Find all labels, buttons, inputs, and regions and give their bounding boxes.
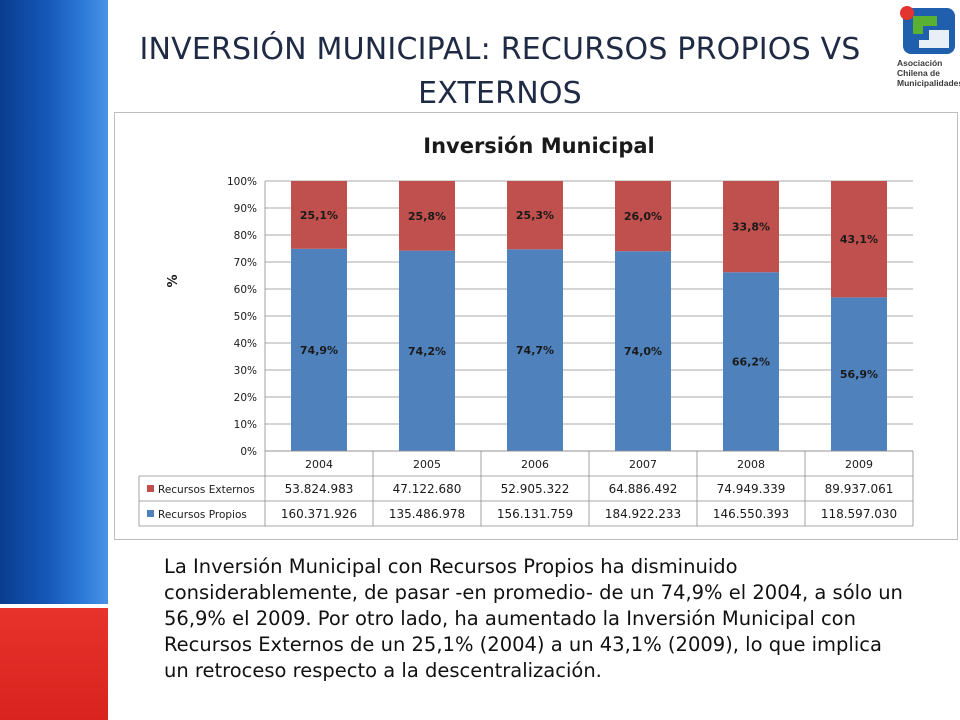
chart-container: Inversión Municipal% 0% 10% 20% 30% 40% 50% 60%… (114, 112, 958, 540)
y-axis-label: % (166, 274, 181, 287)
logo-line-2: Chilena de (897, 68, 940, 78)
logo-text: Asociación Chilena de Municipalidades (897, 58, 960, 88)
data-label-externos: 25,3% (516, 209, 554, 222)
bar-recursos-propios (399, 250, 455, 451)
x-category-label: 2007 (629, 458, 657, 471)
data-label-externos: 43,1% (840, 233, 878, 246)
table-cell-value: 89.937.061 (825, 482, 894, 496)
y-tick-label: 70% (234, 257, 257, 269)
data-label-externos: 33,8% (732, 221, 770, 234)
side-divider (108, 0, 112, 720)
legend-key-externos (147, 485, 154, 492)
bar-recursos-propios (615, 251, 671, 451)
table-cell-value: 184.922.233 (605, 507, 681, 521)
y-tick-label: 80% (234, 230, 257, 242)
y-tick-label: 100% (227, 176, 257, 188)
y-tick-label: 20% (234, 392, 257, 404)
logo-red-dot (900, 6, 914, 20)
table-cell-value: 47.122.680 (393, 482, 462, 496)
table-cell-value: 52.905.322 (501, 482, 570, 496)
logo-green-shape (913, 16, 937, 34)
x-category-label: 2008 (737, 458, 765, 471)
data-label-propios: 74,0% (624, 345, 662, 358)
stacked-bar-chart: Inversión Municipal% 0% 10% 20% 30% 40% 50% 60%… (138, 134, 914, 527)
y-tick-label: 90% (234, 203, 257, 215)
data-label-externos: 25,1% (300, 209, 338, 222)
body-paragraph: La Inversión Municipal con Recursos Prop… (164, 555, 903, 682)
bar-recursos-externos (831, 181, 887, 298)
bar-recursos-propios (723, 272, 779, 451)
legend-label: Recursos Externos (158, 484, 255, 496)
bar-recursos-externos (615, 181, 671, 252)
bar-recursos-externos (399, 181, 455, 251)
table-cell-value: 135.486.978 (389, 507, 465, 521)
y-tick-label: 10% (234, 419, 257, 431)
data-label-propios: 74,2% (408, 345, 446, 358)
bar-recursos-externos (507, 181, 563, 250)
y-tick-label: 0% (240, 446, 257, 458)
bar-recursos-externos (723, 181, 779, 273)
table-cell-value: 146.550.393 (713, 507, 789, 521)
data-label-externos: 25,8% (408, 210, 446, 223)
data-label-propios: 66,2% (732, 356, 770, 369)
y-tick-label: 40% (234, 338, 257, 350)
logo-icon (900, 6, 955, 54)
data-label-propios: 56,9% (840, 368, 878, 381)
table-cell-value: 53.824.983 (285, 482, 354, 496)
y-tick-label: 50% (234, 311, 257, 323)
bar-recursos-propios (831, 297, 887, 451)
legend-label: Recursos Propios (158, 509, 247, 521)
bar-recursos-propios (507, 249, 563, 451)
legend-key-propios (147, 510, 154, 517)
side-decoration-red (0, 608, 108, 720)
table-cell-value: 74.949.339 (717, 482, 786, 496)
side-decoration-blue (0, 0, 108, 604)
table-cell-value: 160.371.926 (281, 507, 357, 521)
bar-recursos-propios (291, 248, 347, 451)
data-label-propios: 74,9% (300, 344, 338, 357)
logo-white-shape (919, 30, 949, 48)
chart-title: Inversión Municipal (423, 134, 654, 158)
table-cell-value: 64.886.492 (609, 482, 678, 496)
data-label-externos: 26,0% (624, 210, 662, 223)
slide-title: INVERSIÓN MUNICIPAL: RECURSOS PROPIOS VS… (139, 32, 861, 111)
table-cell-value: 118.597.030 (821, 507, 897, 521)
logo-line-1: Asociación (897, 58, 943, 68)
data-label-propios: 74,7% (516, 344, 554, 357)
table-cell-value: 156.131.759 (497, 507, 573, 521)
x-category-label: 2004 (305, 458, 333, 471)
logo-line-3: Municipalidades (897, 78, 960, 88)
bar-recursos-externos (291, 181, 347, 249)
y-tick-label: 30% (234, 365, 257, 377)
y-tick-label: 60% (234, 284, 257, 296)
side-decoration-gap (0, 604, 108, 608)
x-category-label: 2005 (413, 458, 441, 471)
x-category-label: 2009 (845, 458, 873, 471)
x-category-label: 2006 (521, 458, 549, 471)
